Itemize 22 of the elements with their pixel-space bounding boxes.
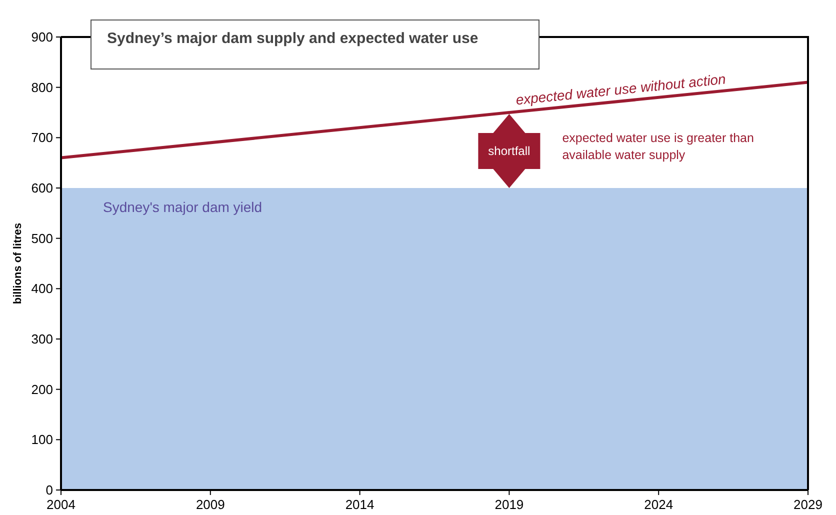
y-tick-label: 600 — [31, 180, 53, 196]
x-tick-label: 2014 — [345, 497, 374, 512]
chart-title: Sydney’s major dam supply and expected water use — [107, 30, 478, 47]
y-tick-label: 900 — [31, 30, 53, 44]
series-label: Sydney's major dam yield — [103, 199, 262, 215]
x-tick-label: 2019 — [494, 497, 524, 512]
y-tick-label: 700 — [31, 130, 53, 146]
annotation: expected water use is greater than available water supply — [562, 131, 754, 162]
x-tick-label: 2004 — [46, 497, 76, 512]
y-tick-label: 100 — [31, 432, 53, 448]
y-tick-label: 400 — [31, 281, 53, 296]
y-tick-label: 500 — [31, 230, 53, 246]
y-tick-label: 200 — [31, 382, 53, 397]
y-tick-label: 800 — [31, 80, 53, 95]
y-tick-label: 300 — [31, 332, 53, 346]
y-axis-title: billions of litres — [12, 222, 24, 304]
text: expected water use without action — [515, 70, 727, 108]
x-tick-label: 2029 — [794, 497, 822, 512]
annotation: shortfall — [488, 144, 530, 158]
x-tick-label: 2009 — [196, 497, 225, 512]
y-tick-label: 0 — [46, 482, 53, 498]
x-tick-label: 2024 — [644, 497, 674, 512]
